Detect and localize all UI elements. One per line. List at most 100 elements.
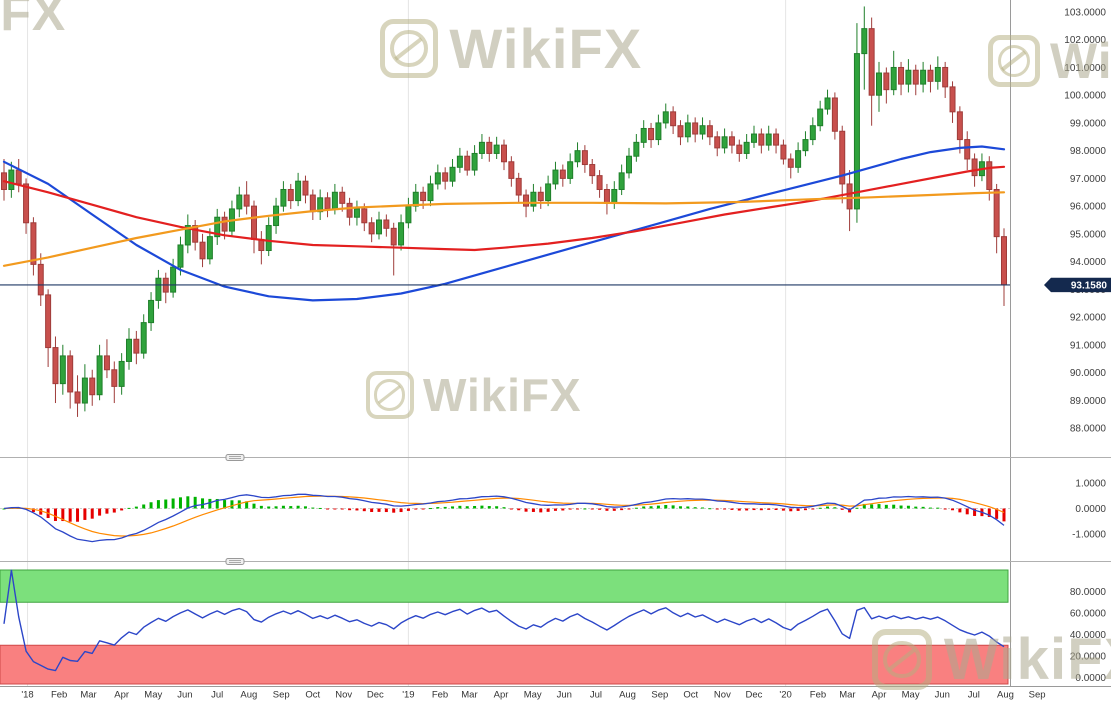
candle (552, 169, 559, 185)
candle (148, 299, 155, 324)
candle (206, 236, 213, 260)
svg-text:Apr: Apr (494, 690, 509, 701)
svg-text:96.0000: 96.0000 (1070, 202, 1107, 213)
candle (155, 277, 162, 301)
candle (170, 266, 177, 293)
candle (243, 194, 250, 207)
panel-splitter-grip[interactable] (225, 454, 245, 461)
candle (250, 205, 257, 240)
current-price-tag: 93.1580 (1044, 277, 1111, 293)
candle (875, 72, 882, 96)
svg-text:103.0000: 103.0000 (1064, 8, 1106, 19)
candle (442, 172, 449, 182)
candle (302, 180, 309, 196)
svg-text:Mar: Mar (839, 690, 855, 701)
candle (662, 111, 669, 124)
macd-signal-line (3, 495, 1005, 537)
candle (192, 225, 199, 243)
svg-text:93.1580: 93.1580 (1071, 280, 1108, 291)
candle (184, 225, 191, 246)
candle (714, 136, 721, 149)
svg-text:40.0000: 40.0000 (1070, 630, 1107, 641)
svg-text:Aug: Aug (619, 690, 636, 701)
oscillator-line (3, 569, 1005, 672)
candle (383, 219, 390, 229)
svg-text:-1.0000: -1.0000 (1072, 530, 1106, 541)
candle (449, 166, 456, 182)
candle (280, 188, 287, 207)
svg-text:Jul: Jul (590, 690, 602, 701)
candle (861, 28, 868, 55)
candle (420, 191, 427, 202)
svg-text:Oct: Oct (305, 690, 320, 701)
svg-text:80.0000: 80.0000 (1070, 587, 1107, 598)
candle (964, 139, 971, 160)
candle (934, 66, 941, 82)
candle (339, 191, 346, 204)
candle (574, 150, 581, 163)
candle (618, 172, 625, 190)
candle (743, 141, 750, 154)
candle (515, 177, 522, 196)
candle (493, 144, 500, 154)
candle (728, 136, 735, 146)
svg-text:May: May (144, 690, 162, 701)
candle (920, 69, 927, 85)
svg-text:Dec: Dec (367, 690, 384, 701)
candle (368, 222, 375, 235)
candle (74, 391, 81, 404)
candle (427, 183, 434, 202)
svg-text:89.0000: 89.0000 (1070, 396, 1107, 407)
candle (456, 155, 463, 168)
candle (677, 125, 684, 138)
candle (802, 139, 809, 152)
svg-text:99.0000: 99.0000 (1070, 118, 1107, 129)
candle (125, 338, 132, 362)
candle (236, 194, 243, 210)
svg-text:91.0000: 91.0000 (1070, 340, 1107, 351)
candle (103, 355, 110, 371)
candle (795, 150, 802, 168)
candle (684, 122, 691, 138)
svg-text:0.0000: 0.0000 (1075, 504, 1106, 515)
candle (611, 188, 618, 204)
candle (603, 188, 610, 204)
candle (905, 69, 912, 85)
svg-text:90.0000: 90.0000 (1070, 368, 1107, 379)
svg-text:'20: '20 (779, 690, 791, 701)
overbought-band (0, 569, 1009, 603)
candle (912, 69, 919, 85)
candle (883, 72, 890, 91)
svg-text:Jun: Jun (935, 690, 950, 701)
candle (890, 66, 897, 91)
svg-text:Sep: Sep (273, 690, 290, 701)
svg-text:Aug: Aug (240, 690, 257, 701)
candle (824, 97, 831, 110)
candle (758, 133, 765, 146)
candle (750, 133, 757, 143)
panel-splitter-grip[interactable] (225, 558, 245, 565)
candle (596, 175, 603, 190)
candle (15, 169, 22, 185)
svg-text:94.0000: 94.0000 (1070, 257, 1107, 268)
candle (478, 141, 485, 154)
candle (59, 355, 66, 385)
candle (331, 191, 338, 210)
svg-text:Nov: Nov (714, 690, 731, 701)
candle (589, 164, 596, 177)
candle (567, 161, 574, 179)
candle (530, 191, 537, 207)
svg-text:Feb: Feb (51, 690, 67, 701)
candle (398, 222, 405, 246)
candle (523, 194, 530, 207)
candle (971, 158, 978, 177)
candle (508, 161, 515, 179)
candle (853, 53, 860, 210)
svg-text:97.0000: 97.0000 (1070, 174, 1107, 185)
svg-text:Nov: Nov (335, 690, 352, 701)
svg-text:Mar: Mar (461, 690, 477, 701)
candle (670, 111, 677, 127)
candle (317, 197, 324, 213)
candle (537, 191, 544, 202)
